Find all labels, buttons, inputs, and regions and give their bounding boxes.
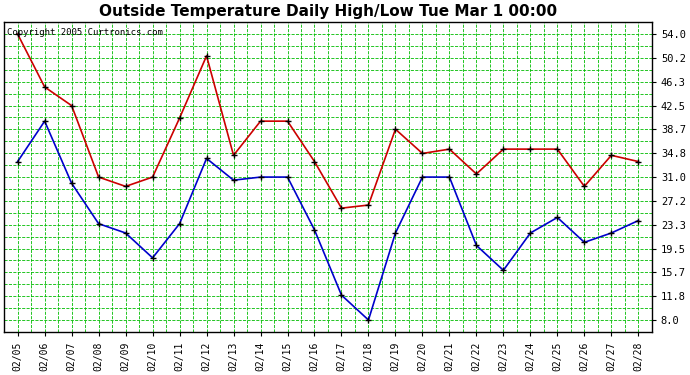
Title: Outside Temperature Daily High/Low Tue Mar 1 00:00: Outside Temperature Daily High/Low Tue M…: [99, 4, 557, 19]
Text: Copyright 2005 Curtronics.com: Copyright 2005 Curtronics.com: [8, 28, 164, 37]
